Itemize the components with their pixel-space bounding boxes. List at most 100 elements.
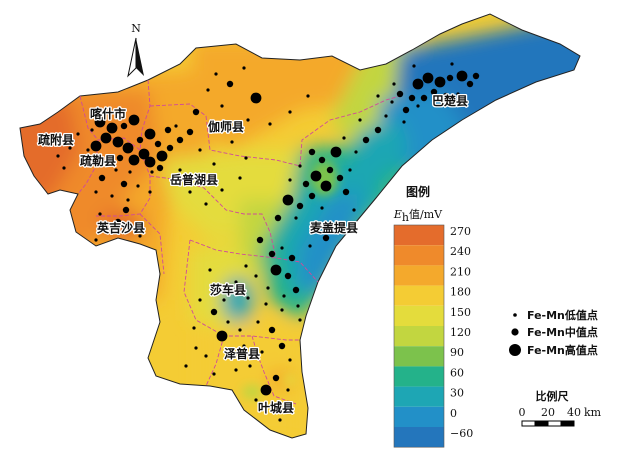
sample-point: [338, 226, 342, 230]
sample-point: [358, 118, 362, 122]
sample-point: [320, 180, 332, 192]
sample-point: [278, 418, 282, 422]
sample-point: [234, 368, 238, 372]
sample-point: [194, 346, 198, 350]
sample-point: [456, 92, 460, 96]
legend-title: 图例: [406, 184, 430, 199]
sample-point: [156, 150, 168, 162]
sample-point: [242, 66, 246, 70]
scale-bar: 比例尺 0 20 40 km: [519, 389, 602, 427]
sample-point: [62, 166, 66, 170]
sample-point: [114, 168, 118, 172]
sample-point: [220, 188, 224, 192]
sample-point: [254, 274, 258, 278]
sample-point: [296, 202, 304, 210]
legend-band-10: [394, 427, 444, 448]
sample-point: [250, 92, 262, 104]
sample-point: [166, 144, 174, 152]
sample-point: [336, 174, 344, 182]
sample-point: [238, 176, 242, 180]
sample-point: [422, 72, 434, 84]
scale-title: 比例尺: [536, 389, 569, 403]
sample-point: [220, 104, 224, 108]
legend-band-2: [394, 265, 444, 286]
sample-point: [330, 146, 342, 158]
sample-point: [208, 268, 212, 272]
scale-tick-0: 0: [519, 406, 526, 419]
sample-point: [128, 154, 140, 166]
legend-point-large: [509, 344, 521, 356]
legend-tick-7: 60: [450, 366, 464, 379]
sample-point: [446, 74, 454, 82]
sample-point: [290, 410, 294, 414]
sample-point: [244, 264, 248, 268]
sample-point: [390, 100, 394, 104]
sample-point: [242, 344, 246, 348]
sample-point: [274, 214, 282, 222]
sample-point: [280, 308, 284, 312]
label-yuepuhu: 岳普湖县: [170, 172, 218, 187]
label-shufu: 疏附县: [38, 132, 74, 147]
sample-point: [256, 320, 260, 324]
legend-band-1: [394, 245, 444, 266]
sample-point: [186, 128, 194, 136]
sample-point: [86, 148, 90, 152]
sample-point: [94, 116, 106, 128]
sample-point: [288, 358, 292, 362]
sample-point: [120, 180, 128, 188]
legend-band-4: [394, 305, 444, 326]
sample-point: [188, 190, 192, 194]
sample-point: [260, 350, 264, 354]
scale-unit: km: [584, 406, 602, 419]
legend-tick-labels: 270 240 210 180 150 120 90 60 30 0 −60: [450, 225, 473, 440]
legend-tick-0: 270: [450, 225, 471, 238]
sample-point: [206, 88, 210, 92]
sample-point: [76, 132, 80, 136]
sample-point: [148, 190, 152, 194]
sample-point: [246, 296, 250, 300]
sample-point: [420, 94, 428, 102]
sample-points: [56, 62, 480, 422]
legend-point-medium-label: Fe-Mn中值点: [527, 325, 598, 339]
sample-point: [280, 246, 284, 250]
sample-point: [216, 330, 228, 342]
sample-point: [234, 280, 238, 284]
sample-point: [248, 364, 252, 368]
sample-point: [138, 148, 150, 160]
legend-tick-10: −60: [450, 427, 473, 440]
sample-point: [136, 184, 140, 188]
sample-point: [288, 110, 292, 114]
point-size-legend: Fe-Mn低值点 Fe-Mn中值点 Fe-Mn高值点: [509, 308, 598, 357]
sample-point: [272, 374, 280, 382]
sample-point: [352, 208, 356, 212]
sample-point: [408, 94, 416, 102]
sample-point: [156, 164, 164, 172]
legend-tick-3: 180: [450, 286, 471, 299]
sample-point: [144, 128, 156, 140]
sample-point: [94, 190, 98, 194]
label-shule: 疏勒县: [80, 153, 116, 168]
legend-unit: Eh值/mV: [393, 208, 443, 224]
sample-point: [106, 228, 110, 232]
sample-point: [266, 286, 270, 290]
sample-point: [214, 72, 218, 76]
sample-point: [98, 212, 102, 216]
sample-point: [120, 122, 128, 130]
sample-point: [106, 122, 118, 134]
sample-point: [128, 226, 132, 230]
sample-point: [412, 64, 416, 68]
sample-point: [90, 140, 102, 152]
sample-point: [154, 140, 162, 148]
sample-point: [136, 136, 144, 144]
sample-point: [308, 244, 312, 248]
sample-point: [254, 398, 258, 402]
sample-point: [442, 92, 450, 100]
label-kashi: 喀什市: [90, 106, 126, 121]
sample-point: [288, 254, 296, 262]
north-label: N: [131, 22, 141, 35]
sample-point: [310, 170, 322, 182]
sample-point: [192, 326, 196, 330]
sample-point: [392, 82, 396, 86]
legend-tick-4: 150: [450, 306, 471, 319]
sample-point: [384, 114, 388, 118]
